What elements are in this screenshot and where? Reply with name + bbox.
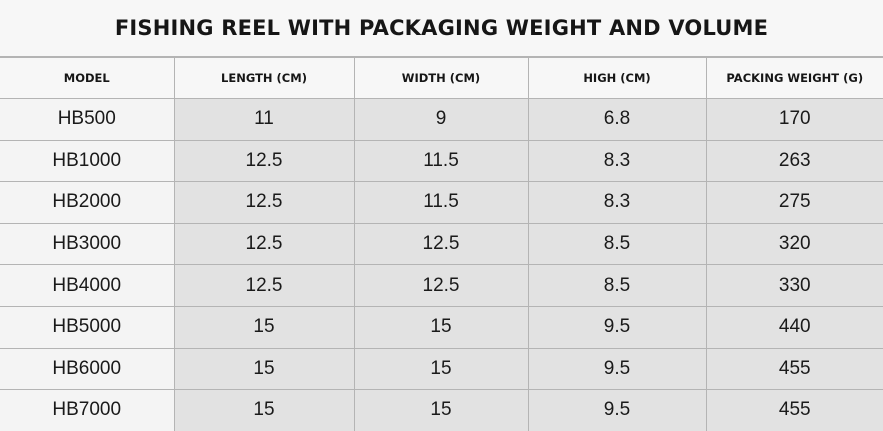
cell-high: 9.5 xyxy=(527,347,707,391)
cell-length: 11 xyxy=(173,98,355,141)
table-row: HB500 11 9 6.8 170 xyxy=(0,98,883,141)
table-row: HB3000 12.5 12.5 8.5 320 xyxy=(0,222,883,266)
table-row: HB1000 12.5 11.5 8.3 263 xyxy=(0,139,883,183)
cell-packing-weight: 320 xyxy=(705,222,883,266)
cell-high: 9.5 xyxy=(527,305,707,349)
cell-length: 12.5 xyxy=(173,139,355,183)
cell-model: HB7000 xyxy=(0,389,175,431)
cell-high: 8.3 xyxy=(527,181,707,224)
table-row: HB7000 15 15 9.5 455 xyxy=(0,389,883,431)
cell-packing-weight: 440 xyxy=(705,305,883,349)
cell-length: 12.5 xyxy=(173,222,355,266)
header-packing-weight: PACKING WEIGHT (G) xyxy=(705,57,883,99)
header-row: MODEL LENGTH (CM) WIDTH (CM) HIGH (CM) P… xyxy=(0,57,883,99)
cell-width: 11.5 xyxy=(353,139,529,183)
cell-length: 12.5 xyxy=(173,181,355,224)
cell-high: 6.8 xyxy=(527,98,707,141)
cell-packing-weight: 330 xyxy=(705,264,883,307)
cell-model: HB6000 xyxy=(0,347,175,391)
cell-length: 12.5 xyxy=(173,264,355,307)
cell-model: HB2000 xyxy=(0,181,175,224)
table-title: FISHING REEL WITH PACKAGING WEIGHT AND V… xyxy=(0,0,883,57)
cell-width: 9 xyxy=(353,98,529,141)
table-row: HB4000 12.5 12.5 8.5 330 xyxy=(0,264,883,307)
cell-length: 15 xyxy=(173,347,355,391)
cell-packing-weight: 275 xyxy=(705,181,883,224)
cell-high: 8.5 xyxy=(527,264,707,307)
cell-width: 15 xyxy=(353,347,529,391)
cell-width: 15 xyxy=(353,305,529,349)
cell-model: HB5000 xyxy=(0,305,175,349)
cell-model: HB1000 xyxy=(0,139,175,183)
cell-model: HB3000 xyxy=(0,222,175,266)
header-high: HIGH (CM) xyxy=(527,57,707,99)
cell-high: 9.5 xyxy=(527,389,707,431)
cell-width: 15 xyxy=(353,389,529,431)
cell-length: 15 xyxy=(173,389,355,431)
header-model: MODEL xyxy=(0,57,175,99)
table-row: HB6000 15 15 9.5 455 xyxy=(0,347,883,391)
table-row: HB5000 15 15 9.5 440 xyxy=(0,305,883,349)
cell-packing-weight: 170 xyxy=(705,98,883,141)
cell-width: 12.5 xyxy=(353,222,529,266)
cell-length: 15 xyxy=(173,305,355,349)
header-length: LENGTH (CM) xyxy=(173,57,355,99)
cell-high: 8.3 xyxy=(527,139,707,183)
cell-model: HB4000 xyxy=(0,264,175,307)
spec-table: MODEL LENGTH (CM) WIDTH (CM) HIGH (CM) P… xyxy=(0,57,883,431)
cell-packing-weight: 455 xyxy=(705,347,883,391)
header-width: WIDTH (CM) xyxy=(353,57,529,99)
table-row: HB2000 12.5 11.5 8.3 275 xyxy=(0,181,883,224)
cell-width: 12.5 xyxy=(353,264,529,307)
cell-width: 11.5 xyxy=(353,181,529,224)
cell-high: 8.5 xyxy=(527,222,707,266)
cell-model: HB500 xyxy=(0,98,175,141)
cell-packing-weight: 455 xyxy=(705,389,883,431)
cell-packing-weight: 263 xyxy=(705,139,883,183)
